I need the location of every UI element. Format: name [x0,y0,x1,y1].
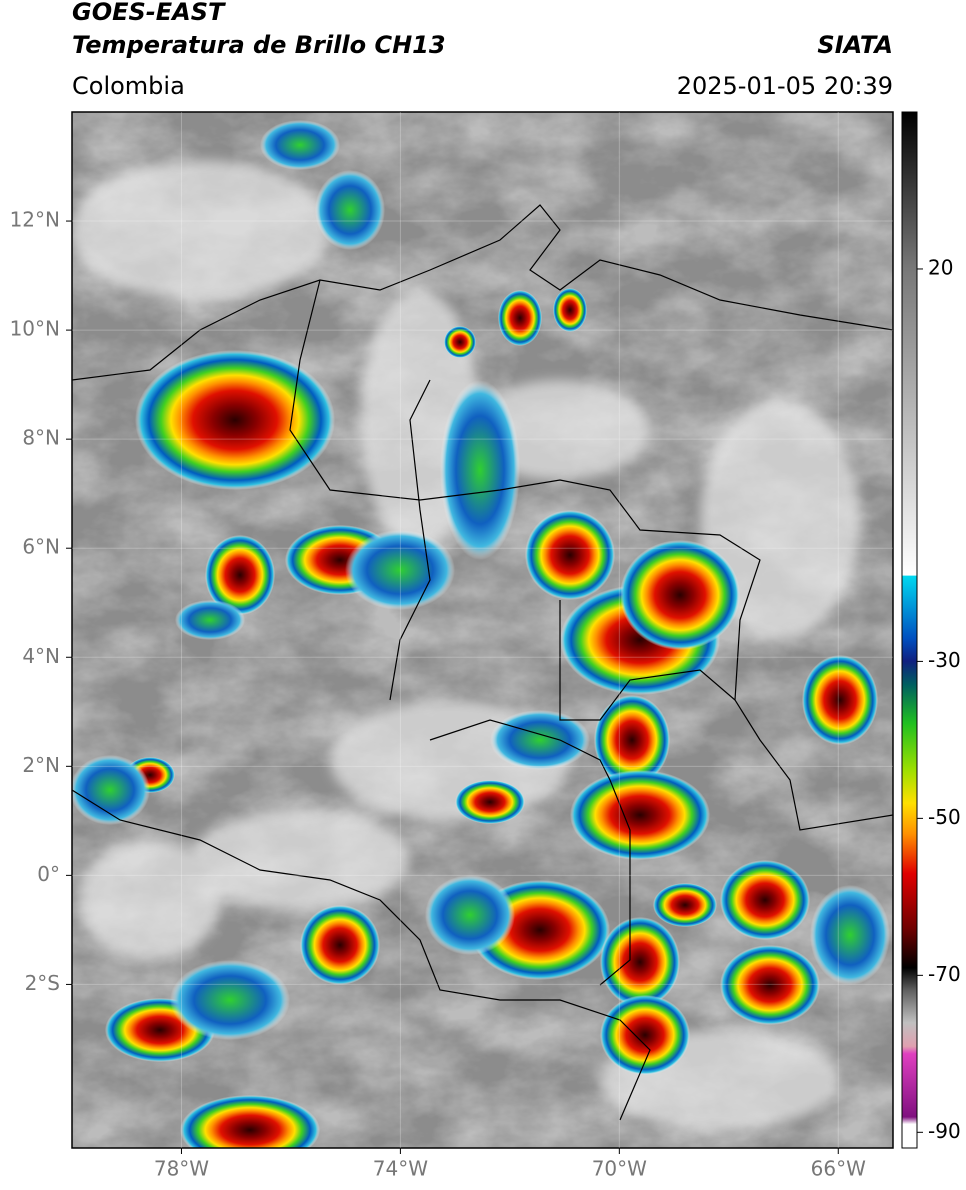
y-tick-label: 10°N [10,317,60,341]
datetime: 2025-01-05 20:39 [677,72,893,100]
borders [72,204,893,1121]
y-tick-label: 6°N [22,535,60,559]
colorbar-tick-label: -50 [928,805,961,829]
y-tick-label: 4°N [22,644,60,668]
region: Colombia [72,72,185,100]
title: GOES-EAST [72,0,226,26]
map-frame [71,111,894,1149]
y-tick-label: 8°N [22,426,60,450]
x-tick-label: 66°W [811,1157,866,1181]
satellite-image [72,112,893,1148]
subtitle: Temperatura de Brillo CH13 [72,31,446,59]
y-tick-label: 2°N [22,753,60,777]
x-tick-label: 70°W [592,1157,647,1181]
y-tick-label: 12°N [10,208,60,232]
colorbar-tick-label: -70 [928,962,961,986]
y-tick-label: 2°S [25,971,60,995]
colorbar-tick-label: -90 [928,1119,961,1143]
colorbar [901,111,918,1149]
source: SIATA [817,31,893,59]
y-tick-label: 0° [37,862,60,886]
convective-cells [72,120,890,1148]
colorbar-tick-label: 20 [928,255,953,279]
colorbar-tick-label: -30 [928,648,961,672]
x-tick-label: 78°W [154,1157,209,1181]
x-tick-label: 74°W [373,1157,428,1181]
